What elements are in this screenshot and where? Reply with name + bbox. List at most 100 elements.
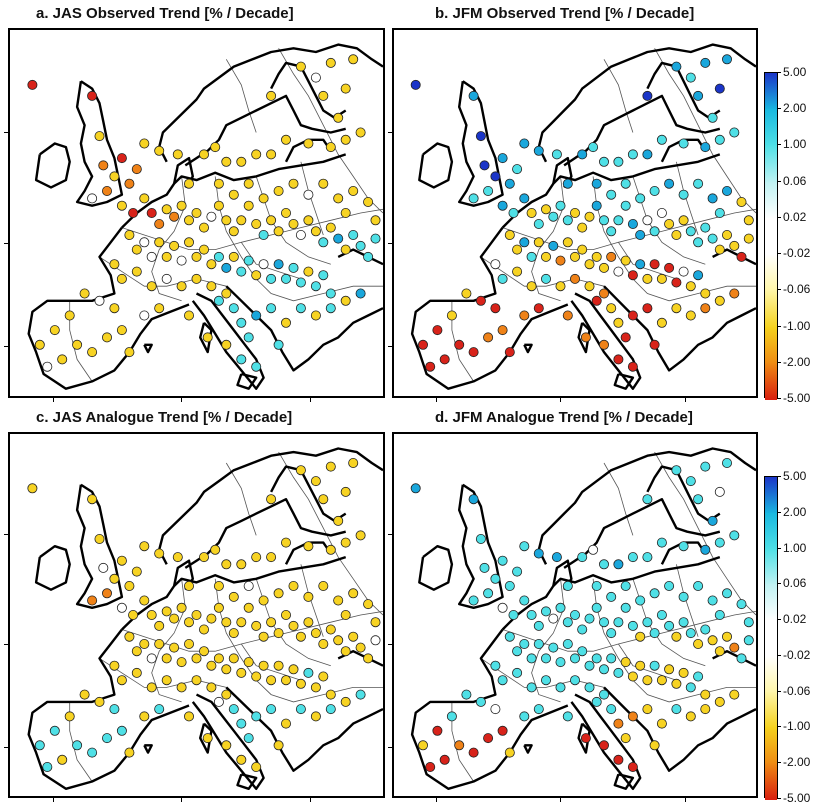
station-marker [176,200,187,211]
station-marker [533,638,544,649]
station-marker [87,494,98,505]
station-marker [176,657,187,668]
station-marker [540,204,551,215]
station-marker [497,555,508,566]
axis-tick [560,397,562,402]
station-marker [34,339,45,350]
station-marker [325,544,336,555]
station-marker [198,244,209,255]
station-marker [94,131,105,142]
coastline [458,80,504,207]
station-marker [221,617,232,628]
station-marker [42,361,53,372]
station-marker [555,281,566,292]
station-marker [497,325,508,336]
station-marker [649,185,660,196]
station-marker [512,244,523,255]
station-marker [519,595,530,606]
colorbar-label: -0.02 [783,647,811,662]
station-marker [627,361,638,372]
station-marker [176,281,187,292]
axis-tick [388,131,393,133]
station-marker [591,602,602,613]
axis-tick [388,534,393,536]
station-marker [213,178,224,189]
station-marker [569,207,580,218]
station-marker [635,595,646,606]
station-marker [642,90,653,101]
country-border [225,462,257,536]
station-marker [598,740,609,751]
colorbar-label: 2.00 [783,504,807,519]
station-marker [649,259,660,270]
station-marker [325,689,336,700]
station-marker [700,689,711,700]
station-marker [161,675,172,686]
station-marker [310,226,321,237]
station-marker [303,667,314,678]
station-marker [729,127,740,138]
colorbar-segment [765,181,777,219]
station-marker [580,332,591,343]
station-marker [613,559,624,570]
station-marker [236,266,247,277]
station-marker [512,667,523,678]
colorbar-tick [777,216,781,218]
station-marker [57,754,68,765]
axis-tick [4,346,9,348]
station-marker [109,704,120,715]
station-marker [551,149,562,160]
station-marker [139,595,150,606]
station-marker [94,295,105,306]
country-border [654,451,756,616]
colorbar-label: 1.00 [783,137,807,152]
coastline [121,153,347,229]
station-marker [318,638,329,649]
station-marker [584,281,595,292]
station-marker [548,240,559,251]
station-marker [116,273,127,284]
station-marker [693,178,704,189]
colorbar-segment [765,145,777,183]
station-marker [146,653,157,664]
colorbar-label: 0.02 [783,209,807,224]
station-marker [213,696,224,707]
station-marker [340,295,351,306]
colorbar-tick [777,511,781,513]
colorbar-segment [765,254,777,292]
station-marker [128,207,139,218]
station-marker [591,696,602,707]
station-marker [693,580,704,591]
station-marker [228,591,239,602]
station-marker [613,617,624,628]
station-marker [551,552,562,563]
station-marker [325,288,336,299]
station-marker [266,617,277,628]
station-marker [124,347,135,358]
station-marker [721,457,732,468]
station-marker [693,671,704,682]
station-marker [295,229,306,240]
station-marker [258,660,269,671]
station-marker [355,127,366,138]
colorbar-tick [777,72,781,73]
station-marker [303,617,314,628]
station-marker [236,156,247,167]
station-marker [729,689,740,700]
station-marker [228,189,239,200]
coastline [225,285,383,372]
station-marker [700,624,711,635]
station-marker [577,646,588,657]
coastline [121,555,347,631]
station-marker [154,237,165,248]
station-marker [183,617,194,628]
station-marker [154,548,165,559]
station-marker [273,588,284,599]
station-marker [664,580,675,591]
station-marker [664,178,675,189]
station-marker [721,588,732,599]
station-marker [468,90,479,101]
station-marker [606,628,617,639]
station-marker [176,682,187,693]
colorbar-tick [777,619,781,621]
